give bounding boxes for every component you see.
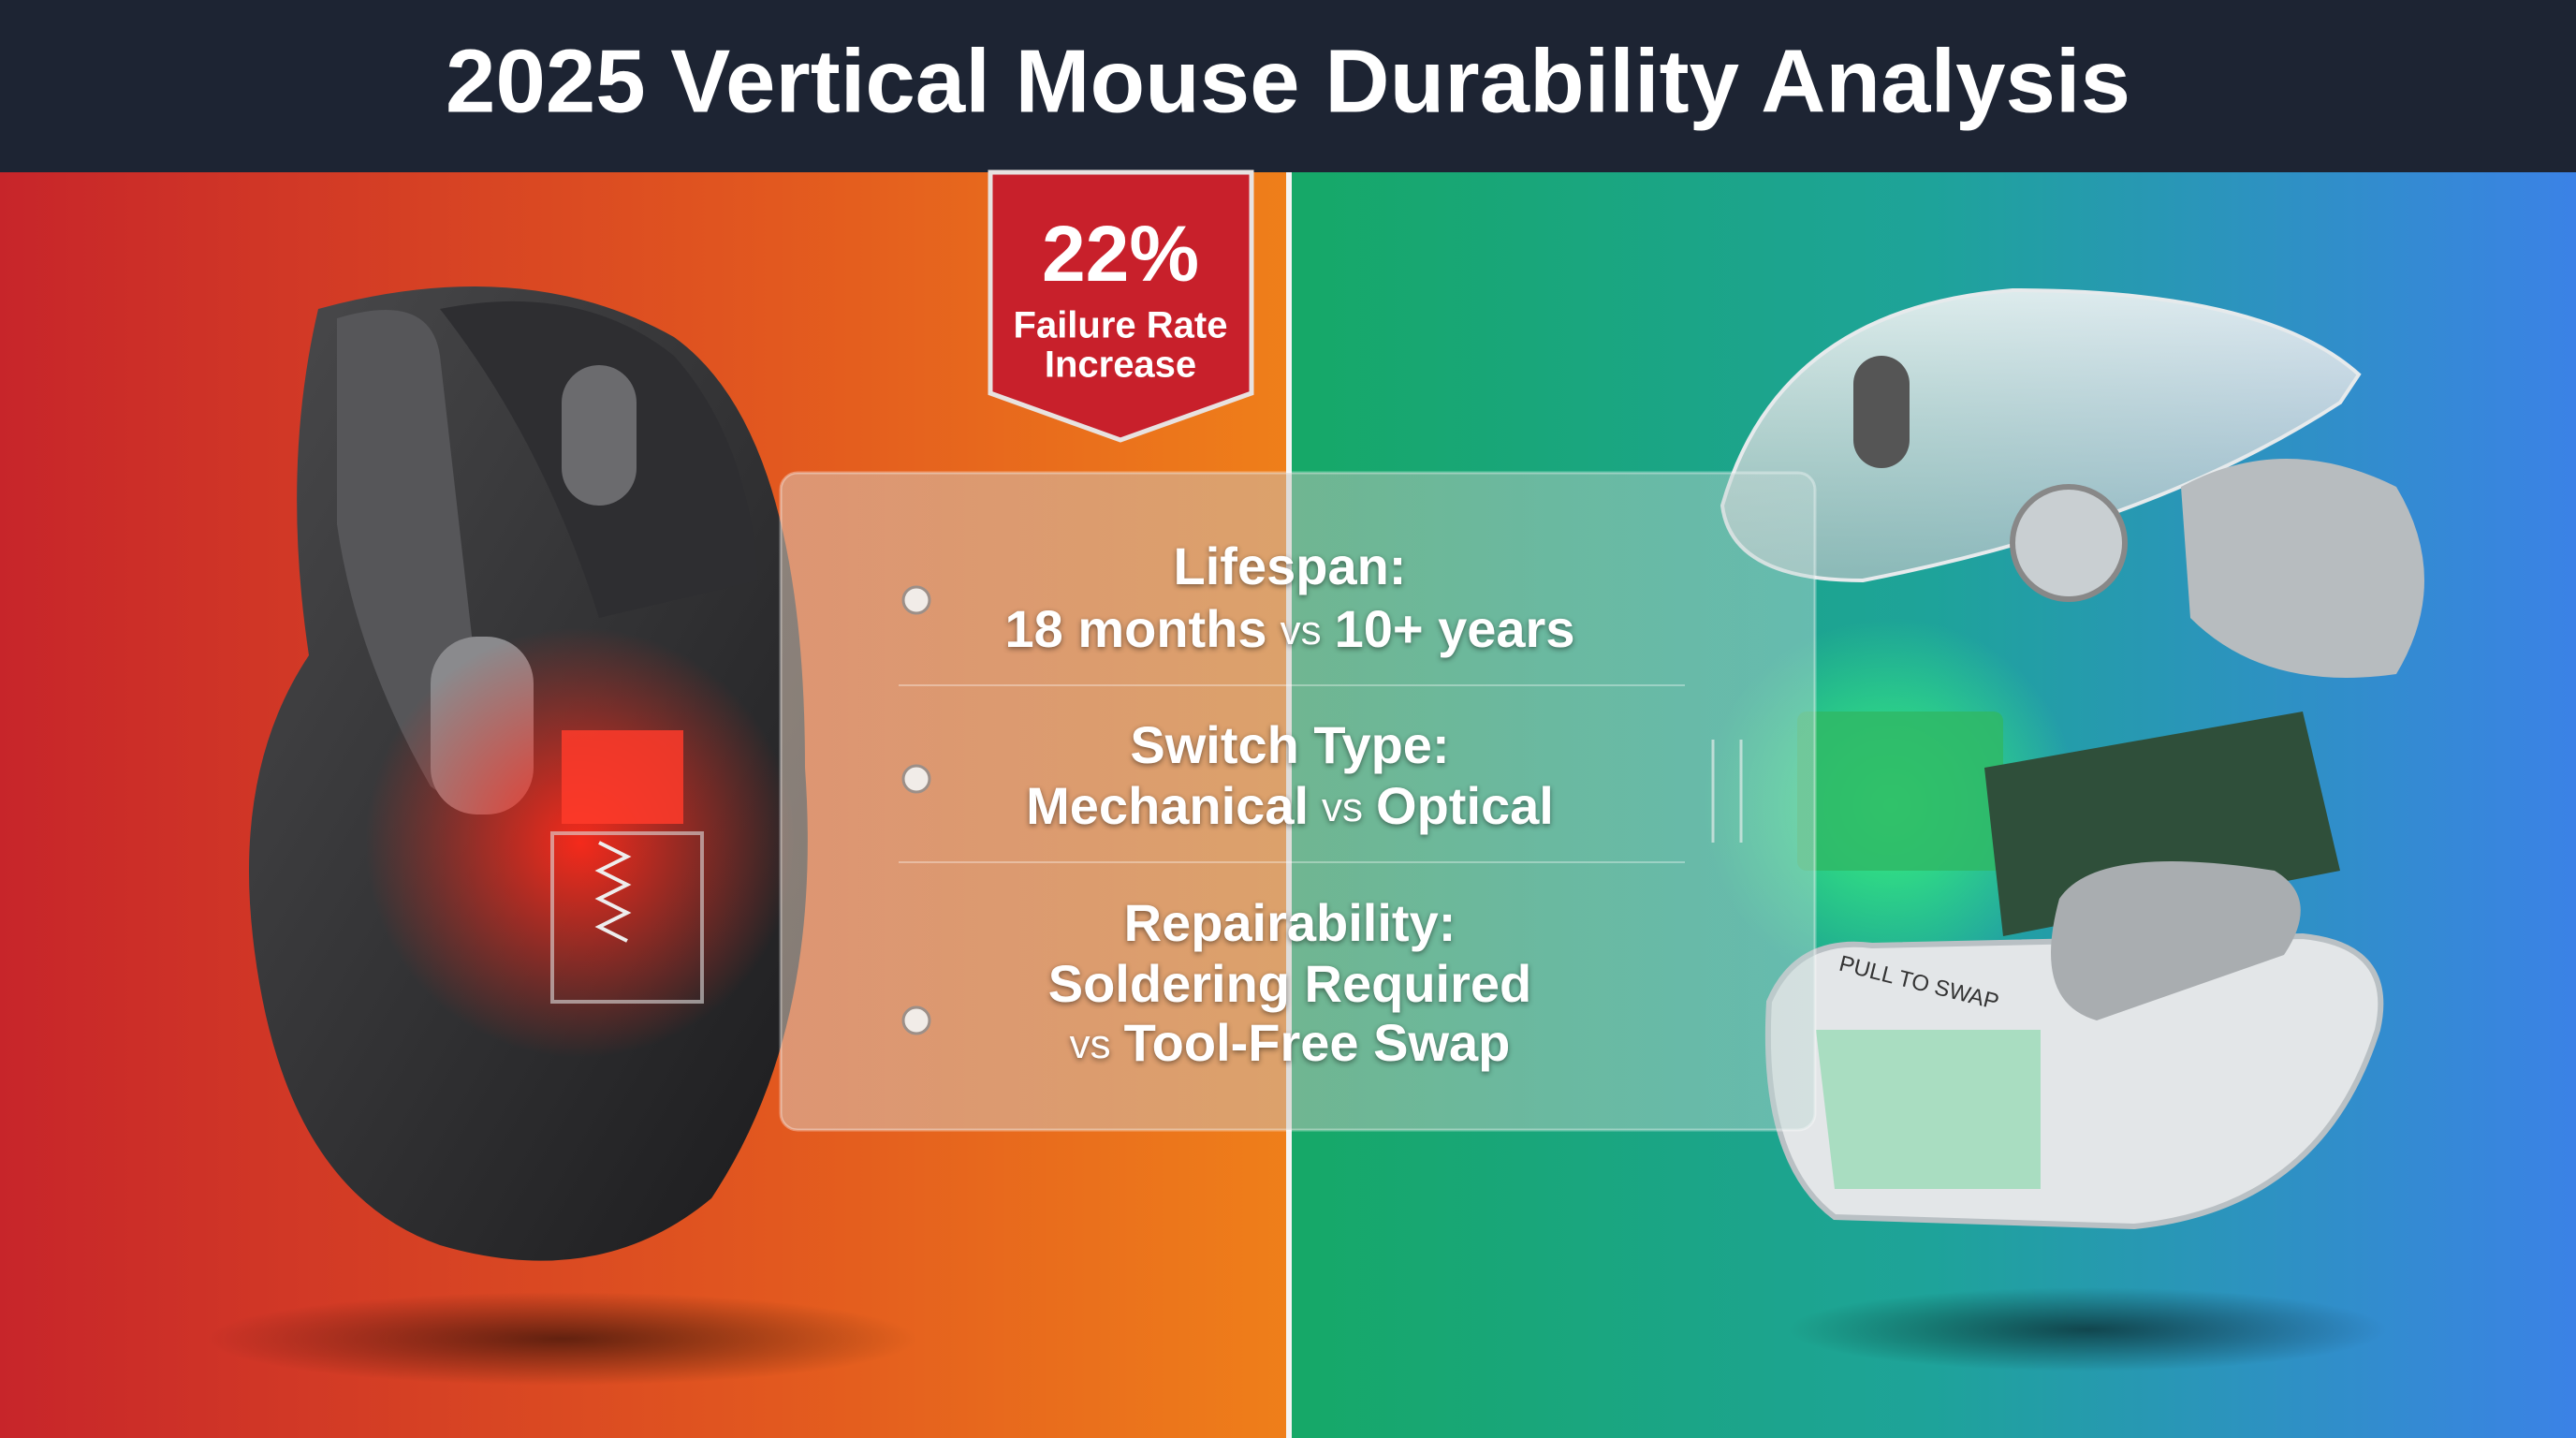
- header-bar: [0, 0, 2576, 172]
- badge-line: Failure Rate: [1014, 305, 1228, 346]
- row-label: Repairability:: [1124, 893, 1456, 952]
- right-value: 10+ years: [1335, 599, 1575, 658]
- row-icon: [901, 764, 931, 794]
- separator: vs: [1070, 1021, 1111, 1067]
- row-label: Switch Type:: [1130, 715, 1449, 774]
- badge: [988, 169, 1254, 443]
- right-value: Optical: [1376, 776, 1554, 835]
- row-label: Lifespan:: [1174, 536, 1407, 595]
- comparison-panel: [779, 471, 1817, 1132]
- row-icon: [901, 585, 931, 615]
- row-comparison: 18 months vs 10+ years: [1005, 599, 1575, 658]
- badge-line: Increase: [1045, 345, 1196, 386]
- left-value: Soldering Required: [1048, 954, 1532, 1013]
- row-comparison: Mechanical vs Optical: [1026, 776, 1554, 835]
- legacy-mouse-illustration: [206, 286, 917, 1386]
- left-value: 18 months: [1005, 599, 1267, 658]
- separator: vs: [1281, 608, 1322, 653]
- badge-figure: 22%: [1042, 210, 1199, 298]
- row-icon: [901, 1005, 931, 1035]
- modular-mouse-illustration: [1704, 287, 2424, 1372]
- separator: vs: [1322, 785, 1363, 830]
- right-value: Tool-Free Swap: [1124, 1013, 1511, 1072]
- comparison-rows: Lifespan:18 months vs 10+ years Switch Type…: [899, 536, 1685, 1072]
- row-comparison: vs Tool-Free Swap: [1070, 1013, 1511, 1072]
- left-value: Mechanical: [1026, 776, 1309, 835]
- title: 2025 Vertical Mouse Durability Analysis: [446, 31, 2130, 131]
